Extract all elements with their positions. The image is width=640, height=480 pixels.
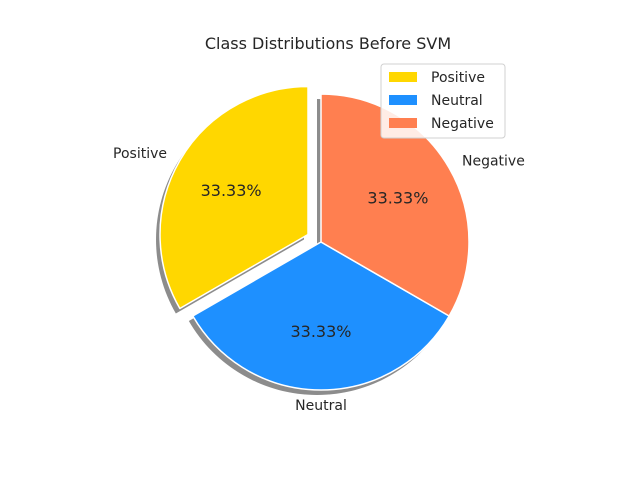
percent-label-negative: 33.33% (367, 189, 428, 208)
slice-neutral (192, 241, 450, 391)
percent-label-neutral: 33.33% (290, 322, 351, 341)
legend-label-negative: Negative (431, 116, 494, 132)
percent-label-positive: 33.33% (201, 181, 262, 200)
legend-swatch-positive (389, 72, 417, 82)
legend-swatch-negative (389, 118, 417, 128)
legend-swatch-neutral (389, 95, 417, 105)
slice-labels: 33.33% Positive 33.33% Neutral 33.33% Negativ… (113, 146, 525, 414)
legend-label-neutral: Neutral (431, 93, 483, 109)
chart-title: Class Distributions Before SVM (205, 34, 451, 53)
pie-slices (159, 85, 470, 391)
legend: Positive Neutral Negative (380, 63, 506, 139)
category-label-neutral: Neutral (295, 398, 347, 414)
legend-label-positive: Positive (431, 70, 485, 86)
slice-negative (320, 93, 470, 317)
category-label-positive: Positive (113, 146, 167, 162)
category-label-negative: Negative (462, 154, 525, 170)
slice-positive (159, 85, 309, 310)
